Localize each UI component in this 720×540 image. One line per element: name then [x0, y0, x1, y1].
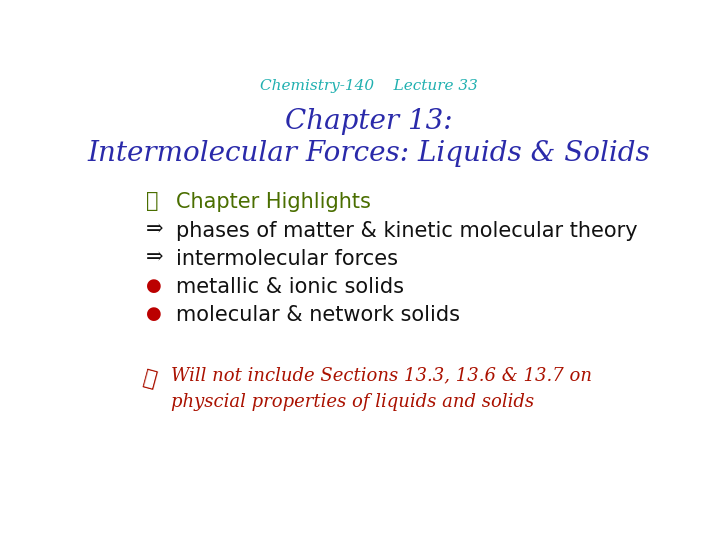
Text: molecular & network solids: molecular & network solids: [176, 305, 461, 325]
Text: Chapter 13:: Chapter 13:: [285, 109, 453, 136]
Text: Will not include Sections 13.3, 13.6 & 13.7 on: Will not include Sections 13.3, 13.6 & 1…: [171, 366, 592, 384]
Text: metallic & ionic solids: metallic & ionic solids: [176, 277, 405, 297]
Text: ✂: ✂: [140, 366, 159, 391]
Text: Intermolecular Forces: Liquids & Solids: Intermolecular Forces: Liquids & Solids: [88, 140, 650, 167]
Text: Chapter Highlights: Chapter Highlights: [176, 192, 372, 212]
Text: physcial properties of liquids and solids: physcial properties of liquids and solid…: [171, 393, 534, 411]
Text: ●: ●: [145, 277, 161, 295]
Text: ●: ●: [145, 305, 161, 323]
Text: phases of matter & kinetic molecular theory: phases of matter & kinetic molecular the…: [176, 221, 638, 241]
Text: intermolecular forces: intermolecular forces: [176, 248, 398, 268]
Text: Chemistry-140    Lecture 33: Chemistry-140 Lecture 33: [260, 79, 478, 93]
Text: ⇒: ⇒: [145, 221, 163, 240]
Text: ⇒: ⇒: [145, 248, 163, 268]
Text: ❖: ❖: [145, 192, 158, 211]
